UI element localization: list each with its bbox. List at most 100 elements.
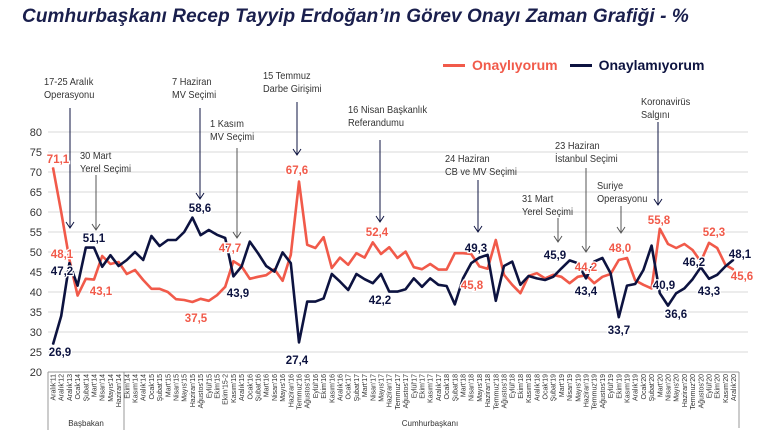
- data-point: [421, 268, 423, 270]
- data-point: [265, 265, 267, 267]
- event-annotation: 23 Haziran İstanbul Seçimi: [555, 140, 618, 165]
- data-label: 71,1: [47, 154, 70, 166]
- x-tick-label: Ocak'14: [75, 374, 82, 400]
- y-tick-label: 80: [30, 127, 42, 139]
- data-point: [257, 252, 259, 254]
- data-point: [511, 261, 513, 263]
- series-disapprove: [51, 216, 735, 345]
- data-point: [142, 279, 144, 281]
- annotation-text: 23 Haziran: [555, 140, 600, 152]
- data-point: [306, 301, 308, 303]
- y-tick-label: 20: [30, 367, 42, 379]
- y-tick-label: 50: [30, 247, 42, 259]
- data-label: 43,9: [227, 288, 249, 300]
- data-point: [134, 251, 136, 253]
- x-tick-label: Mart'15: [165, 374, 172, 397]
- x-tick-label: Temmuz'17: [395, 374, 402, 410]
- x-tick-label: Eylül'15: [206, 374, 213, 398]
- data-point: [478, 265, 480, 267]
- data-label: 43,3: [698, 286, 720, 298]
- data-point: [659, 292, 661, 294]
- data-point: [560, 267, 563, 269]
- data-point: [52, 343, 54, 345]
- data-point: [372, 282, 374, 284]
- x-tick-label: Ağustos'17: [403, 374, 410, 409]
- data-point: [454, 303, 456, 305]
- x-tick-label: Şubat'17: [354, 374, 361, 402]
- annotation-text: Operasyonu: [44, 88, 95, 101]
- data-point: [68, 262, 70, 264]
- data-point: [724, 265, 727, 267]
- x-tick-label: Ocak'15: [149, 374, 156, 400]
- x-tick-label: Mayıs'20: [674, 374, 681, 402]
- legend-label-approve: Onaylıyorum: [472, 57, 558, 73]
- x-tick-label: Mart'17: [362, 374, 369, 397]
- data-point: [462, 252, 464, 254]
- x-tick-label: Eylül'20: [707, 374, 714, 398]
- data-point: [536, 277, 538, 279]
- x-tick-label: Nisan'16: [272, 374, 279, 401]
- data-point: [208, 229, 210, 231]
- annotation-text: 31 Mart: [522, 193, 554, 205]
- data-label: 43,1: [90, 286, 113, 298]
- data-point: [675, 247, 677, 249]
- data-point: [224, 286, 226, 288]
- data-point: [101, 255, 103, 257]
- x-tick-label: Ekim'18: [518, 374, 525, 399]
- x-tick-label: Kasım'16: [329, 374, 336, 403]
- data-point: [339, 281, 341, 283]
- data-point: [700, 261, 702, 263]
- data-point: [478, 257, 480, 259]
- data-label: 45,8: [461, 280, 484, 292]
- data-point: [446, 269, 448, 271]
- data-point: [142, 259, 144, 261]
- y-tick-label: 75: [30, 147, 42, 159]
- series-line: [51, 167, 735, 304]
- data-point: [298, 181, 300, 183]
- annotation-arrow-icon: [553, 218, 563, 243]
- annotation-arrow-icon: [232, 148, 242, 239]
- x-tick-label: Temmuz'19: [592, 374, 599, 410]
- data-point: [159, 245, 161, 247]
- data-label: 40,9: [653, 280, 675, 292]
- legend-label-disapprove: Onaylamıyorum: [598, 57, 705, 73]
- data-label: 45,9: [544, 250, 566, 262]
- arrow-head: [232, 231, 242, 239]
- data-point: [601, 257, 604, 259]
- data-point: [200, 234, 202, 236]
- data-point: [101, 266, 103, 268]
- data-point: [593, 282, 595, 284]
- x-tick-label: Ocak'18: [444, 374, 451, 400]
- event-annotation: 24 Haziran CB ve MV Seçimi: [445, 153, 517, 178]
- data-label: 37,5: [185, 313, 208, 325]
- data-point: [552, 276, 554, 278]
- event-annotation: 7 Haziran MV Seçimi: [172, 76, 216, 101]
- data-point: [347, 264, 349, 266]
- data-point: [183, 231, 185, 233]
- data-point: [306, 244, 308, 246]
- data-point: [323, 236, 325, 238]
- arrow-head: [581, 245, 591, 253]
- y-tick-label: 70: [30, 167, 42, 179]
- data-point: [159, 288, 161, 290]
- data-point: [150, 235, 152, 237]
- data-label: 58,6: [189, 203, 211, 215]
- data-point: [85, 278, 87, 280]
- annotation-text: MV Seçimi: [210, 130, 255, 143]
- x-tick-label: Ekim'19: [616, 374, 623, 399]
- y-tick-label: 45: [30, 267, 42, 279]
- data-point: [191, 217, 193, 219]
- data-point: [355, 252, 357, 254]
- arrow-head: [65, 221, 75, 229]
- x-tick-label: Ekim'14: [124, 374, 131, 399]
- arrow-head: [195, 192, 205, 200]
- x-tick-label: Nisan'14: [100, 374, 107, 401]
- x-tick-label: Haziran'16: [288, 374, 295, 407]
- data-point: [191, 301, 193, 303]
- data-point: [380, 273, 382, 275]
- data-point: [634, 279, 636, 281]
- x-tick-label: Ocak'20: [641, 374, 648, 400]
- x-tick-label: Kasım'20: [723, 374, 730, 403]
- data-point: [610, 272, 612, 274]
